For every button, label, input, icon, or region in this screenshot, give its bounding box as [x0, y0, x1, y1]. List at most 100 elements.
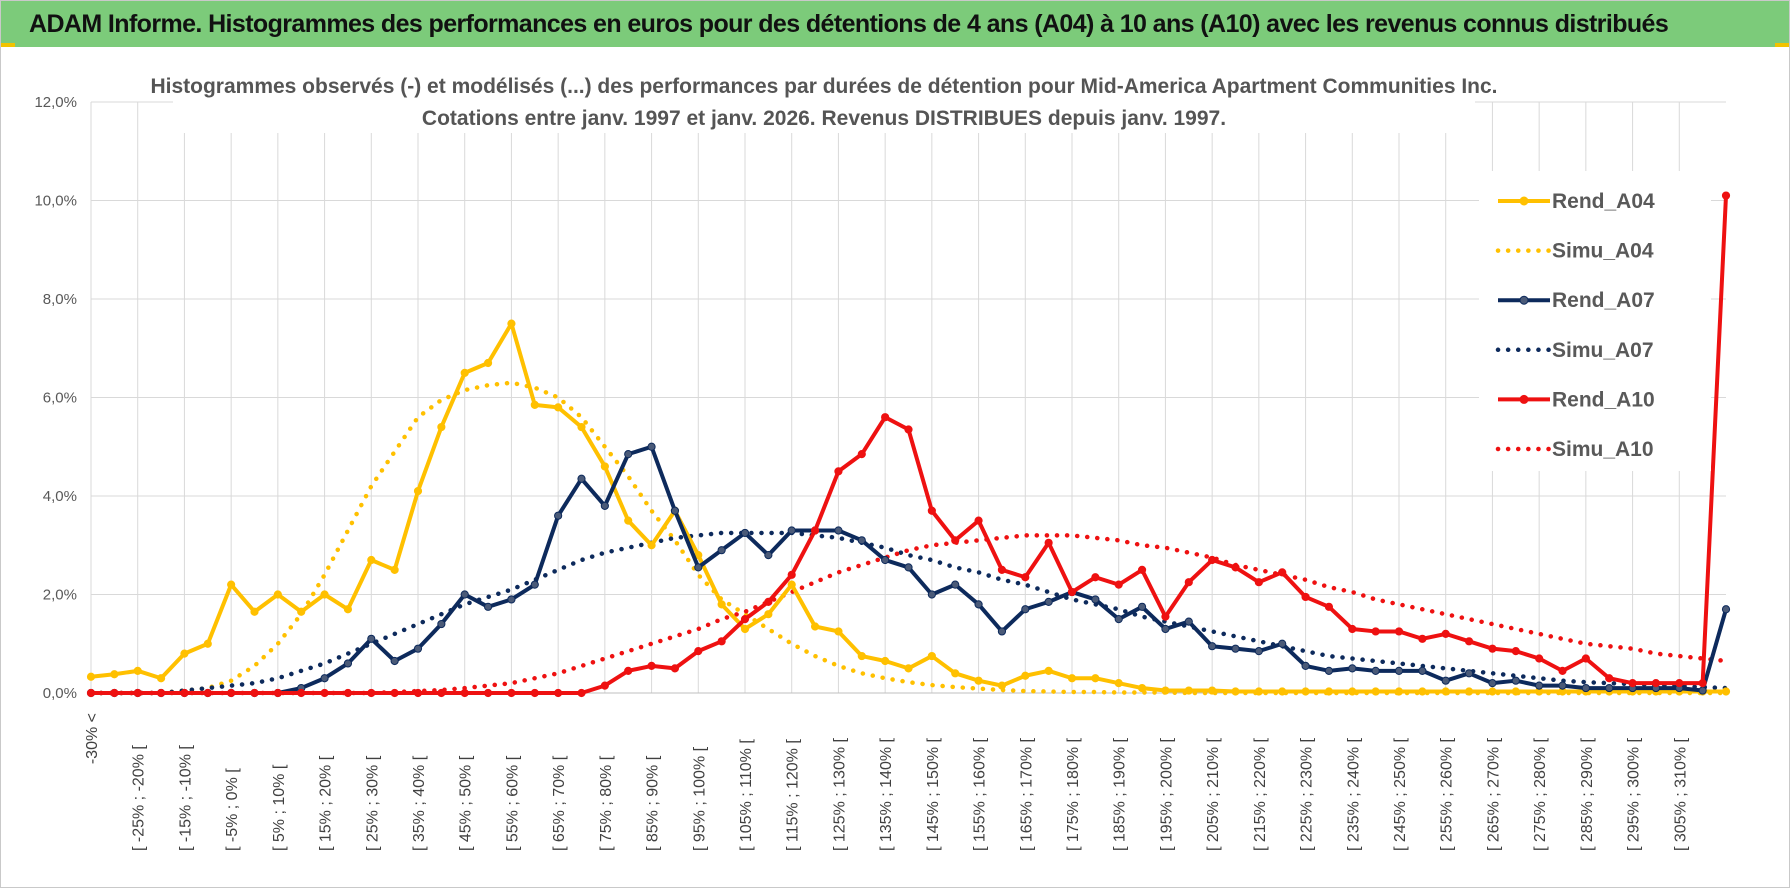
series-rend-a07 — [86, 442, 1731, 698]
data-point-rend-a04 — [1114, 679, 1123, 688]
data-point-rend-a07 — [974, 600, 983, 609]
x-tick-label: [ 165% ; 170% [ — [1018, 737, 1035, 851]
x-tick-label: [ 225% ; 230% [ — [1299, 737, 1316, 851]
data-point-rend-a04 — [460, 368, 469, 377]
data-point-rend-a07 — [764, 551, 773, 560]
data-point-rend-a04 — [1371, 687, 1380, 696]
data-point-rend-a07 — [1208, 642, 1217, 651]
data-point-rend-a07 — [367, 634, 376, 643]
data-point-rend-a10 — [413, 688, 423, 698]
data-point-rend-a10 — [1394, 627, 1404, 636]
data-point-rend-a10 — [273, 688, 282, 698]
data-point-rend-a10 — [1371, 627, 1380, 636]
data-point-rend-a04 — [483, 358, 493, 368]
data-point-rend-a10 — [974, 516, 983, 525]
data-point-rend-a07 — [1161, 624, 1170, 634]
data-point-rend-a07 — [1324, 666, 1334, 675]
data-point-rend-a10 — [437, 688, 446, 698]
data-point-rend-a10 — [1464, 637, 1474, 646]
data-point-rend-a04 — [951, 669, 960, 678]
data-point-rend-a04 — [507, 319, 516, 328]
data-point-rend-a10 — [1254, 578, 1263, 587]
data-point-rend-a07 — [554, 511, 563, 520]
data-point-rend-a07 — [600, 501, 609, 510]
data-point-rend-a07 — [1114, 615, 1123, 624]
data-point-rend-a04 — [1208, 686, 1217, 695]
data-point-rend-a07 — [1698, 686, 1707, 695]
data-point-rend-a07 — [1394, 666, 1404, 675]
title-banner: ADAM Informe. Histogrammes des performan… — [1, 1, 1789, 47]
data-point-rend-a04 — [1418, 687, 1427, 696]
legend-item-simu-a07: Simu_A07 — [1495, 339, 1654, 362]
banner-accent-right — [1775, 43, 1789, 47]
legend-label: Simu_A10 — [1552, 438, 1654, 461]
data-point-rend-a10 — [1628, 679, 1637, 688]
data-point-rend-a10 — [1091, 573, 1100, 582]
data-point-rend-a10 — [203, 688, 212, 698]
data-point-rend-a07 — [1348, 664, 1357, 673]
x-tick-label: [ -5% ; 0% [ — [224, 768, 241, 851]
legend-item-simu-a04: Simu_A04 — [1495, 240, 1654, 263]
data-point-rend-a04 — [110, 670, 119, 679]
x-tick-label: [ 115% ; 120% [ — [785, 739, 802, 851]
data-point-rend-a04 — [624, 516, 633, 525]
data-point-rend-a04 — [787, 580, 796, 589]
x-tick-label: [ 265% ; 270% [ — [1485, 737, 1502, 851]
chart-title: Histogrammes observés (-) et modélisés (… — [150, 75, 1497, 98]
legend-label: Rend_A04 — [1552, 190, 1655, 213]
data-point-rend-a10 — [694, 647, 703, 656]
data-point-rend-a04 — [904, 664, 913, 673]
data-point-rend-a10 — [250, 688, 259, 698]
series-rend-a10 — [86, 191, 1731, 698]
data-point-rend-a04 — [600, 462, 609, 471]
data-point-rend-a04 — [367, 555, 376, 565]
data-point-rend-a07 — [530, 580, 539, 589]
x-tick-label: [ 295% ; 300% [ — [1626, 737, 1643, 851]
banner-title: ADAM Informe. Histogrammes des performan… — [29, 10, 1669, 38]
x-tick-label: [ 95% ; 100% [ — [691, 746, 708, 851]
x-tick-label: [ 155% ; 160% [ — [972, 737, 989, 851]
data-point-rend-a07 — [1418, 666, 1427, 675]
data-point-rend-a04 — [1464, 687, 1474, 696]
x-tick-label: [ 195% ; 200% [ — [1158, 737, 1175, 851]
data-point-rend-a07 — [834, 526, 843, 535]
data-point-rend-a07 — [577, 474, 586, 483]
x-tick-label: [ 55% ; 60% [ — [504, 755, 521, 851]
data-point-rend-a10 — [1721, 191, 1731, 200]
x-tick-label: -30% < — [84, 713, 101, 764]
legend-marker — [1519, 295, 1529, 305]
data-point-rend-a10 — [320, 688, 329, 698]
data-point-rend-a10 — [1231, 563, 1240, 572]
data-point-rend-a07 — [1184, 617, 1193, 626]
data-point-rend-a10 — [1161, 612, 1170, 621]
data-point-rend-a10 — [460, 688, 469, 698]
x-tick-label: [ 255% ; 260% [ — [1439, 737, 1456, 851]
x-tick-label: [ 5% ; 10% [ — [271, 764, 288, 851]
x-tick-label: [ 65% ; 70% [ — [551, 755, 568, 851]
data-point-rend-a10 — [1324, 602, 1334, 611]
data-point-rend-a04 — [530, 400, 539, 409]
data-point-rend-a10 — [86, 688, 96, 698]
x-tick-label: [ 205% ; 210% [ — [1205, 737, 1222, 851]
data-point-rend-a04 — [1348, 687, 1357, 696]
legend-label: Rend_A10 — [1552, 388, 1655, 411]
x-tick-label: [ 275% ; 280% [ — [1532, 737, 1549, 851]
data-point-rend-a07 — [1535, 681, 1544, 690]
data-point-rend-a04 — [203, 639, 212, 648]
data-point-rend-a04 — [1324, 687, 1334, 696]
data-point-rend-a04 — [1231, 687, 1240, 696]
data-point-rend-a07 — [1558, 681, 1567, 690]
data-point-rend-a04 — [1394, 687, 1404, 696]
data-point-rend-a10 — [1535, 654, 1544, 663]
data-point-rend-a10 — [483, 688, 493, 698]
x-tick-label: [ 145% ; 150% [ — [925, 737, 942, 851]
data-point-rend-a10 — [740, 615, 750, 624]
data-point-rend-a07 — [460, 590, 469, 599]
legend-marker — [1519, 394, 1529, 404]
data-point-rend-a07 — [507, 595, 516, 604]
data-point-rend-a10 — [1511, 647, 1520, 656]
data-point-rend-a10 — [1114, 580, 1123, 589]
data-point-rend-a10 — [1418, 634, 1427, 643]
data-point-rend-a04 — [1278, 687, 1287, 696]
